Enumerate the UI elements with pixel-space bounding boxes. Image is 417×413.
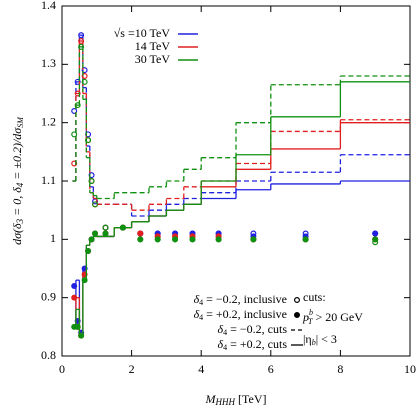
legend-label-part: δ [194, 307, 200, 321]
legend-label: δ4 = +0.2, cuts [218, 337, 288, 352]
point [172, 236, 179, 243]
x-axis-label: MHHH [TeV] [205, 392, 267, 407]
x-tick-label: 4 [198, 362, 204, 376]
point [74, 90, 81, 97]
legend-label-part: δ [218, 322, 224, 336]
x-label-part: M [205, 392, 217, 406]
point [372, 236, 379, 243]
legend-label-part: 4 [223, 328, 227, 337]
cuts-pt: pb T > 20 GeV [302, 308, 363, 326]
cuts-part: b [309, 308, 313, 317]
point [81, 72, 88, 79]
point [74, 78, 81, 85]
point [92, 230, 99, 237]
cuts-part: b [312, 338, 316, 347]
point [88, 172, 95, 179]
cuts-part: T [308, 317, 313, 326]
y-tick-label: 1.2 [41, 114, 56, 128]
legend-label-part: δ [218, 337, 224, 351]
cuts-title: cuts: [303, 290, 326, 304]
point [71, 131, 78, 138]
point [154, 236, 161, 243]
point [81, 78, 88, 85]
y-tick-label: 0.9 [41, 289, 56, 303]
y-label-part: 3 [15, 218, 25, 224]
x-tick-label: 0 [59, 362, 65, 376]
cuts-part: | < 3 [316, 332, 337, 346]
point [81, 67, 88, 74]
y-label-part: SM [16, 116, 25, 128]
legend-label-part: 4 [199, 298, 203, 307]
legend-label-part: δ [194, 292, 200, 306]
legend-swatch [294, 312, 301, 319]
point [102, 230, 109, 237]
legend-label: δ4 = −0.2, inclusive [194, 292, 287, 307]
cuts-part: p [302, 310, 309, 324]
x-label-part: [TeV] [235, 392, 266, 406]
cuts-part: |η [303, 332, 312, 346]
point [215, 236, 222, 243]
point [137, 230, 144, 237]
legend-label-part: = −0.2, inclusive [203, 292, 287, 306]
legend-swatch [294, 297, 301, 304]
x-tick-label: 8 [337, 362, 343, 376]
point [78, 32, 85, 39]
x-label-part: HHH [215, 397, 236, 407]
point [250, 236, 257, 243]
point [189, 236, 196, 243]
point [372, 230, 379, 237]
point [78, 43, 85, 50]
legend-label: 14 TeV [135, 39, 171, 53]
point [74, 102, 81, 109]
y-tick-label: 0.8 [41, 348, 56, 362]
y-tick-label: 1 [50, 231, 56, 245]
y-tick-label: 1.3 [41, 56, 56, 70]
y-axis-label: dσ(δ3 = 0, δ4 = ±0.2)/dσSM [10, 116, 25, 245]
y-tick-label: 1.1 [41, 173, 56, 187]
legend-label-part: 4 [199, 313, 203, 322]
y-tick-label: 1.4 [41, 0, 56, 12]
y-label-part: = ±0.2)/dσ [10, 127, 24, 183]
legend-label-part: = +0.2, cuts [227, 337, 287, 351]
point [85, 131, 92, 138]
point [137, 236, 144, 243]
x-tick-label: 2 [129, 362, 135, 376]
point [88, 178, 95, 185]
point [78, 37, 85, 44]
y-label-part: 4 [15, 182, 25, 187]
legend-label-part: = −0.2, cuts [227, 322, 287, 336]
legend-label: δ4 = +0.2, inclusive [194, 307, 287, 322]
y-label-part: = 0, δ [10, 187, 24, 219]
point [71, 160, 78, 167]
cuts-eta: |ηb| < 3 [303, 332, 337, 347]
cuts-part: > 20 GeV [312, 310, 363, 324]
legend-label: √s =10 TeV [114, 26, 171, 40]
legend-label-part: = +0.2, inclusive [203, 307, 287, 321]
x-tick-label: 6 [268, 362, 274, 376]
y-label-part: dσ(δ [10, 223, 24, 245]
point [102, 224, 109, 231]
point [71, 107, 78, 114]
legend-label-part: 4 [223, 343, 227, 352]
legend-label: 30 TeV [135, 52, 171, 66]
point [92, 201, 99, 208]
legend-label: δ4 = −0.2, cuts [218, 322, 288, 337]
point [302, 236, 309, 243]
point [85, 137, 92, 144]
x-tick-label: 10 [404, 362, 416, 376]
